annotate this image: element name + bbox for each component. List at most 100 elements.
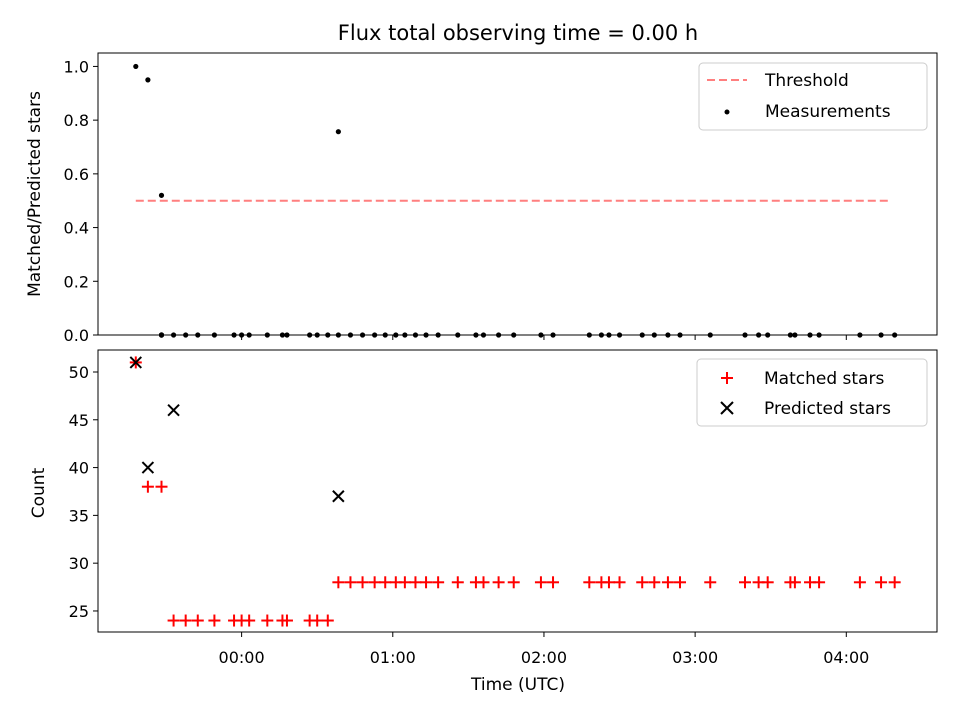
matched-star-point [492, 576, 505, 589]
measurement-point [586, 332, 592, 338]
measurement-point [264, 332, 270, 338]
measurement-point [239, 332, 245, 338]
measurement-point [423, 332, 429, 338]
matched-star-point [332, 576, 345, 589]
measurement-point [231, 332, 237, 338]
measurement-point [496, 332, 502, 338]
measurement-point [792, 332, 798, 338]
x-tick-label: 02:00 [521, 648, 567, 667]
matched-star-point [311, 614, 324, 627]
y-tick-label: 0.4 [64, 219, 89, 238]
measurement-point [756, 332, 762, 338]
measurement-point [807, 332, 813, 338]
matched-star-point [602, 576, 615, 589]
y-tick-label: 45 [69, 411, 89, 430]
matched-star-point [344, 576, 357, 589]
measurement-point [347, 332, 354, 338]
matched-star-point [356, 576, 369, 589]
measurement-point [335, 332, 341, 338]
matched-star-point [704, 576, 717, 589]
measurement-point [145, 77, 151, 83]
y-tick-label: 0.2 [64, 272, 89, 291]
y-tick-label: 40 [69, 459, 89, 478]
matched-star-point [141, 480, 154, 493]
bottom-y-axis-label: Count [29, 467, 49, 518]
predicted-star-point [141, 461, 155, 474]
top-legend-box [698, 62, 928, 131]
y-tick-label: 50 [69, 363, 89, 382]
measurement-point [742, 332, 748, 338]
matched-star-point [739, 576, 752, 589]
top-x-ticks [241, 335, 847, 340]
measurement-point [598, 332, 605, 338]
matched-star-point [788, 576, 801, 589]
measurement-point [325, 332, 331, 338]
matched-star-point [888, 576, 901, 589]
measurement-point [538, 332, 544, 338]
measurement-point [284, 332, 290, 338]
x-axis-label: Time (UTC) [470, 675, 565, 695]
measurement-point [857, 332, 863, 338]
y-tick-label: 25 [69, 602, 89, 621]
top-plot-frame [97, 52, 938, 336]
legend-matched-swatch [721, 372, 733, 384]
measurement-point [307, 332, 313, 338]
matched-star-point [875, 576, 888, 589]
measurement-point [246, 332, 252, 338]
top-y-axis-label: Matched/Predicted stars [25, 91, 45, 297]
top-panel: Flux total observing time = 0.00 h 0.00.… [25, 21, 938, 345]
legend-measurements-swatch [724, 109, 730, 115]
predicted-star-point [167, 404, 180, 417]
matched-star-point [243, 614, 256, 627]
measurement-point [787, 332, 793, 338]
matched-star-point [813, 576, 826, 589]
top-legend: Threshold Measurements [698, 62, 928, 131]
measurement-point [816, 332, 822, 338]
matched-star-point [261, 614, 274, 627]
matched-star-point [167, 614, 180, 627]
measurement-point [412, 332, 419, 338]
measurement-point [892, 332, 898, 338]
legend-measurements-label: Measurements [765, 102, 891, 122]
matched-star-point [507, 576, 520, 589]
matched-star-point [613, 576, 626, 589]
bottom-legend: Matched stars Predicted stars [696, 358, 928, 427]
bottom-y-ticks: 25 30 35 40 45 50 [69, 363, 98, 621]
measurement-point [480, 332, 487, 338]
measurement-point [335, 129, 341, 135]
legend-matched-label: Matched stars [764, 369, 884, 389]
bottom-x-ticks: 00:00 01:00 02:00 03:00 04:00 [219, 632, 869, 667]
measurement-point [651, 332, 657, 338]
measurement-point [550, 332, 556, 338]
matched-star-point [761, 576, 774, 589]
matched-star-point [208, 614, 221, 627]
measurement-point [707, 332, 713, 338]
measurement-point [158, 332, 165, 338]
measurement-point [372, 332, 378, 338]
measurement-point [359, 332, 366, 338]
matched-star-point [191, 614, 204, 627]
measurement-point [158, 192, 165, 198]
matched-star-point [368, 576, 381, 589]
matched-star-point [534, 576, 547, 589]
matched-star-point [420, 576, 433, 589]
measurement-point [314, 332, 320, 338]
predicted-star-point [332, 490, 345, 503]
measurement-point [133, 63, 139, 70]
measurement-point [279, 332, 286, 338]
matched-star-point [179, 614, 192, 627]
matched-star-point [648, 576, 661, 589]
x-tick-label: 00:00 [219, 648, 265, 667]
measurement-point [665, 332, 671, 338]
predicted-stars-points [129, 356, 345, 503]
measurement-point [639, 332, 645, 338]
x-tick-label: 04:00 [823, 648, 869, 667]
x-tick-label: 01:00 [370, 648, 416, 667]
measurement-point [382, 332, 388, 338]
y-tick-label: 0.0 [64, 326, 89, 345]
predicted-star-point [129, 356, 142, 369]
bottom-panel: 25 30 35 40 45 50 00:00 01:00 02:00 03:00 04:00 C… [29, 349, 938, 695]
measurement-point [878, 332, 884, 338]
y-tick-label: 35 [69, 506, 89, 525]
